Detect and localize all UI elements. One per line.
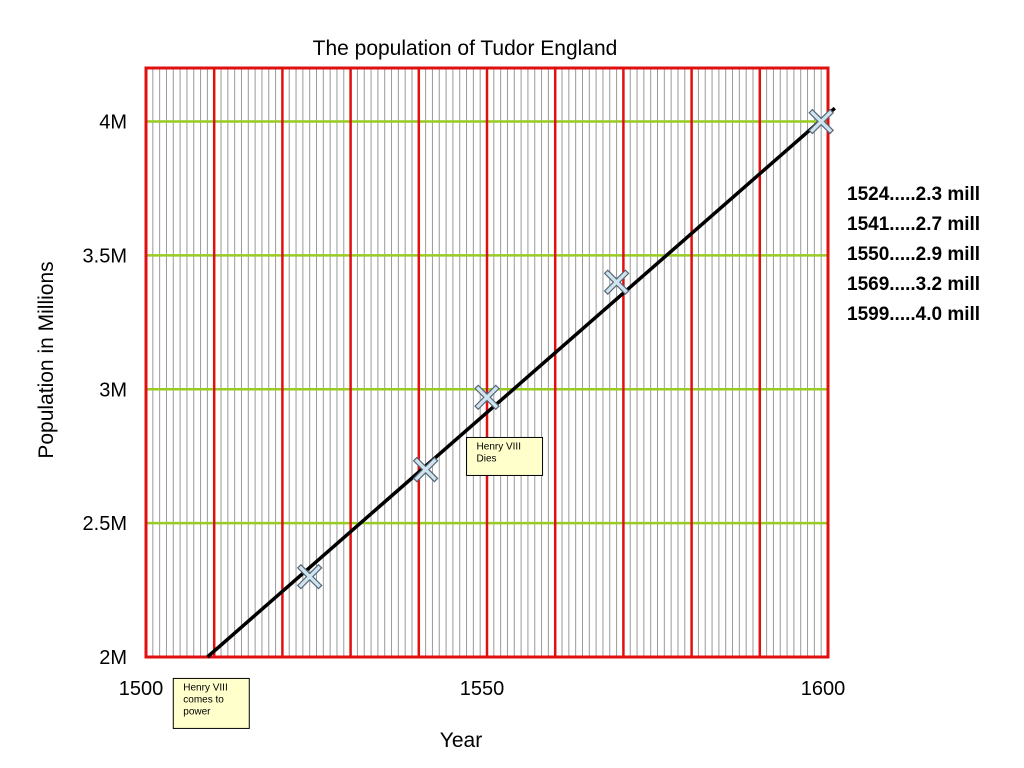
data-list-item: 1524.....2.3 mill [847,184,981,205]
data-point-marker [474,384,500,411]
y-tick-label: 3.5M [83,245,127,267]
chart-title: The population of Tudor England [313,37,618,60]
y-tick-label: 3M [99,379,127,401]
annotation-text: Dies [477,453,497,464]
annotation-box [466,436,544,476]
axis-ticks: 2M 2.5M 3M 3.5M 4M 1500 1550 1600 [83,112,846,700]
data-point-marker [603,269,630,296]
y-tick-label: 4M [99,112,127,134]
data-list-item: 1569.....3.2 mill [847,274,981,295]
data-point-marker [296,563,323,590]
grid [144,66,830,659]
data-list: 1524.....2.3 mill 1541.....2.7 mill 1550… [847,180,980,330]
data-point-marker [412,456,439,483]
x-tick-label: 1500 [119,678,164,700]
plot-frame [144,66,830,659]
data-list-item: 1541.....2.7 mill [847,214,981,235]
y-tick-label: 2.5M [83,513,127,535]
data-point-marker [808,108,835,135]
annotation-text: Henry VIII [477,441,521,452]
data-list-item: 1599.....4.0 mill [847,304,981,325]
annotation-box [172,677,250,729]
annotation-text: Henry VIII [183,682,227,693]
x-axis-label: Year [440,729,482,752]
series [206,106,836,659]
data-list-item: 1550.....2.9 mill [847,244,981,265]
annotation-text: power [183,706,211,717]
trend-line [206,106,836,659]
x-tick-label: 1550 [460,678,505,700]
y-axis-label: Population in Millions [35,261,58,458]
y-tick-label: 2M [99,647,127,669]
x-tick-label: 1600 [801,678,846,700]
annotation-text: comes to [183,694,224,705]
